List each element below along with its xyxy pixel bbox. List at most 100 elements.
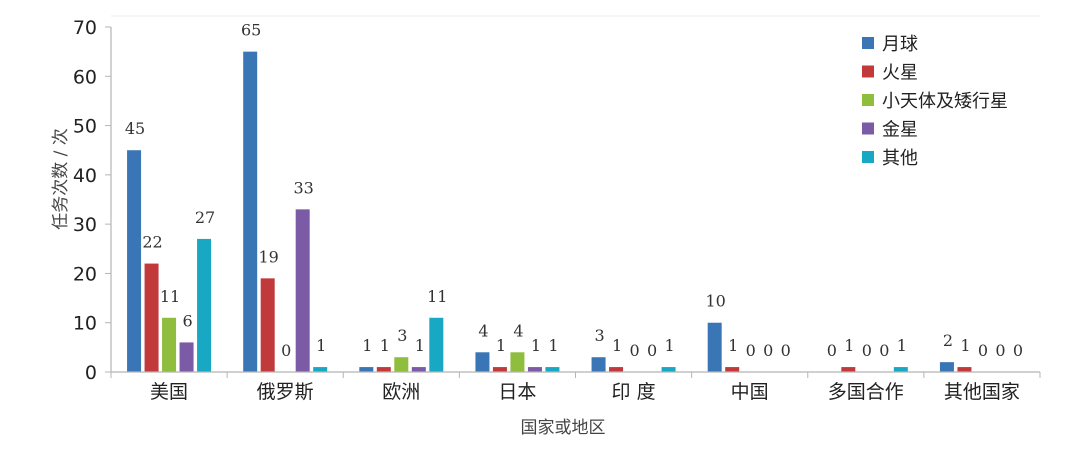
bar	[510, 352, 525, 372]
y-axis-title: 任务次数 / 次	[51, 128, 71, 230]
data-label: 1	[612, 336, 622, 355]
x-axis-title: 国家或地区	[521, 418, 606, 438]
bar	[359, 367, 374, 372]
y-tick-label: 0	[85, 362, 97, 384]
data-label: 11	[160, 287, 180, 306]
data-label: 0	[781, 341, 791, 360]
data-label: 0	[281, 341, 291, 360]
legend-swatch	[862, 122, 874, 135]
data-label: 10	[706, 292, 726, 311]
legend-label: 月球	[882, 34, 918, 55]
data-label: 33	[294, 178, 314, 197]
data-label: 1	[664, 336, 674, 355]
category-label: 多国合作	[828, 381, 904, 403]
category-label: 其他国家	[944, 381, 1020, 403]
data-label: 0	[763, 341, 773, 360]
legend-label: 其他	[882, 148, 918, 169]
y-tick-label: 20	[73, 263, 97, 285]
bars-layer	[127, 51, 972, 373]
bar	[841, 367, 856, 372]
data-label: 1	[362, 336, 372, 355]
data-label: 4	[513, 321, 523, 340]
data-label: 4	[478, 321, 488, 340]
y-tick-label: 40	[73, 165, 97, 187]
data-label: 45	[125, 119, 145, 138]
data-label: 1	[728, 336, 738, 355]
y-axis-ticks: 0 10 20 30 40 50 60 70	[73, 17, 111, 384]
category-label: 印 度	[612, 381, 656, 403]
bar	[591, 357, 606, 372]
bar	[939, 362, 954, 372]
legend-swatch	[862, 94, 874, 106]
x-axis-ticks: 美国 俄罗斯 欧洲 日本 印 度 中国 多国合作 其他国家	[110, 372, 1041, 403]
data-label: 22	[142, 233, 162, 252]
bar	[609, 367, 624, 372]
data-label: 1	[548, 336, 558, 355]
bar	[957, 367, 972, 372]
data-label: 19	[259, 247, 279, 266]
bar	[179, 342, 194, 372]
data-label: 65	[241, 21, 261, 40]
data-label: 3	[397, 326, 407, 345]
data-label: 1	[380, 336, 390, 355]
legend-swatch	[862, 65, 874, 78]
bar	[144, 263, 159, 372]
data-label: 0	[1013, 341, 1023, 360]
data-label: 1	[960, 336, 970, 355]
data-label: 0	[647, 341, 657, 360]
legend-label: 小天体及矮行星	[882, 91, 1008, 112]
category-label: 中国	[731, 381, 769, 403]
bar	[295, 209, 310, 372]
bar	[545, 367, 560, 372]
bar	[429, 317, 444, 372]
bar	[197, 238, 212, 372]
data-label: 0	[995, 341, 1005, 360]
category-label: 日本	[498, 381, 536, 403]
data-label: 1	[496, 336, 506, 355]
bar	[707, 322, 722, 372]
bar	[492, 367, 507, 372]
data-label: 0	[879, 341, 889, 360]
data-label: 0	[978, 341, 988, 360]
bar	[394, 357, 409, 372]
bar	[411, 367, 426, 372]
bar	[260, 278, 275, 372]
category-label: 俄罗斯	[257, 381, 314, 403]
data-label: 0	[827, 341, 837, 360]
bar	[725, 367, 740, 372]
data-label: 1	[844, 336, 854, 355]
legend-label: 金星	[882, 120, 918, 141]
bar	[162, 317, 177, 372]
y-tick-label: 60	[73, 66, 97, 88]
legend-label: 火星	[882, 63, 918, 84]
y-tick-label: 30	[73, 214, 97, 236]
bar	[376, 367, 391, 372]
bar	[127, 150, 142, 372]
y-tick-label: 70	[73, 17, 97, 39]
data-label: 0	[629, 341, 639, 360]
data-label: 0	[862, 341, 872, 360]
data-label: 6	[182, 311, 192, 330]
data-label: 1	[316, 336, 326, 355]
legend-swatch	[862, 151, 874, 163]
data-label: 27	[195, 208, 215, 227]
category-label: 欧洲	[382, 381, 420, 403]
bar	[527, 367, 542, 372]
data-label: 2	[943, 331, 953, 350]
legend-swatch	[862, 37, 874, 49]
data-label: 1	[531, 336, 541, 355]
y-tick-label: 50	[73, 116, 97, 138]
bar	[313, 367, 328, 372]
bar	[661, 367, 676, 372]
data-label: 11	[427, 287, 447, 306]
category-label: 美国	[150, 381, 188, 403]
data-label: 3	[594, 326, 604, 345]
data-label: 0	[746, 341, 756, 360]
bar	[893, 367, 908, 372]
bar	[475, 352, 490, 372]
data-label: 1	[415, 336, 425, 355]
